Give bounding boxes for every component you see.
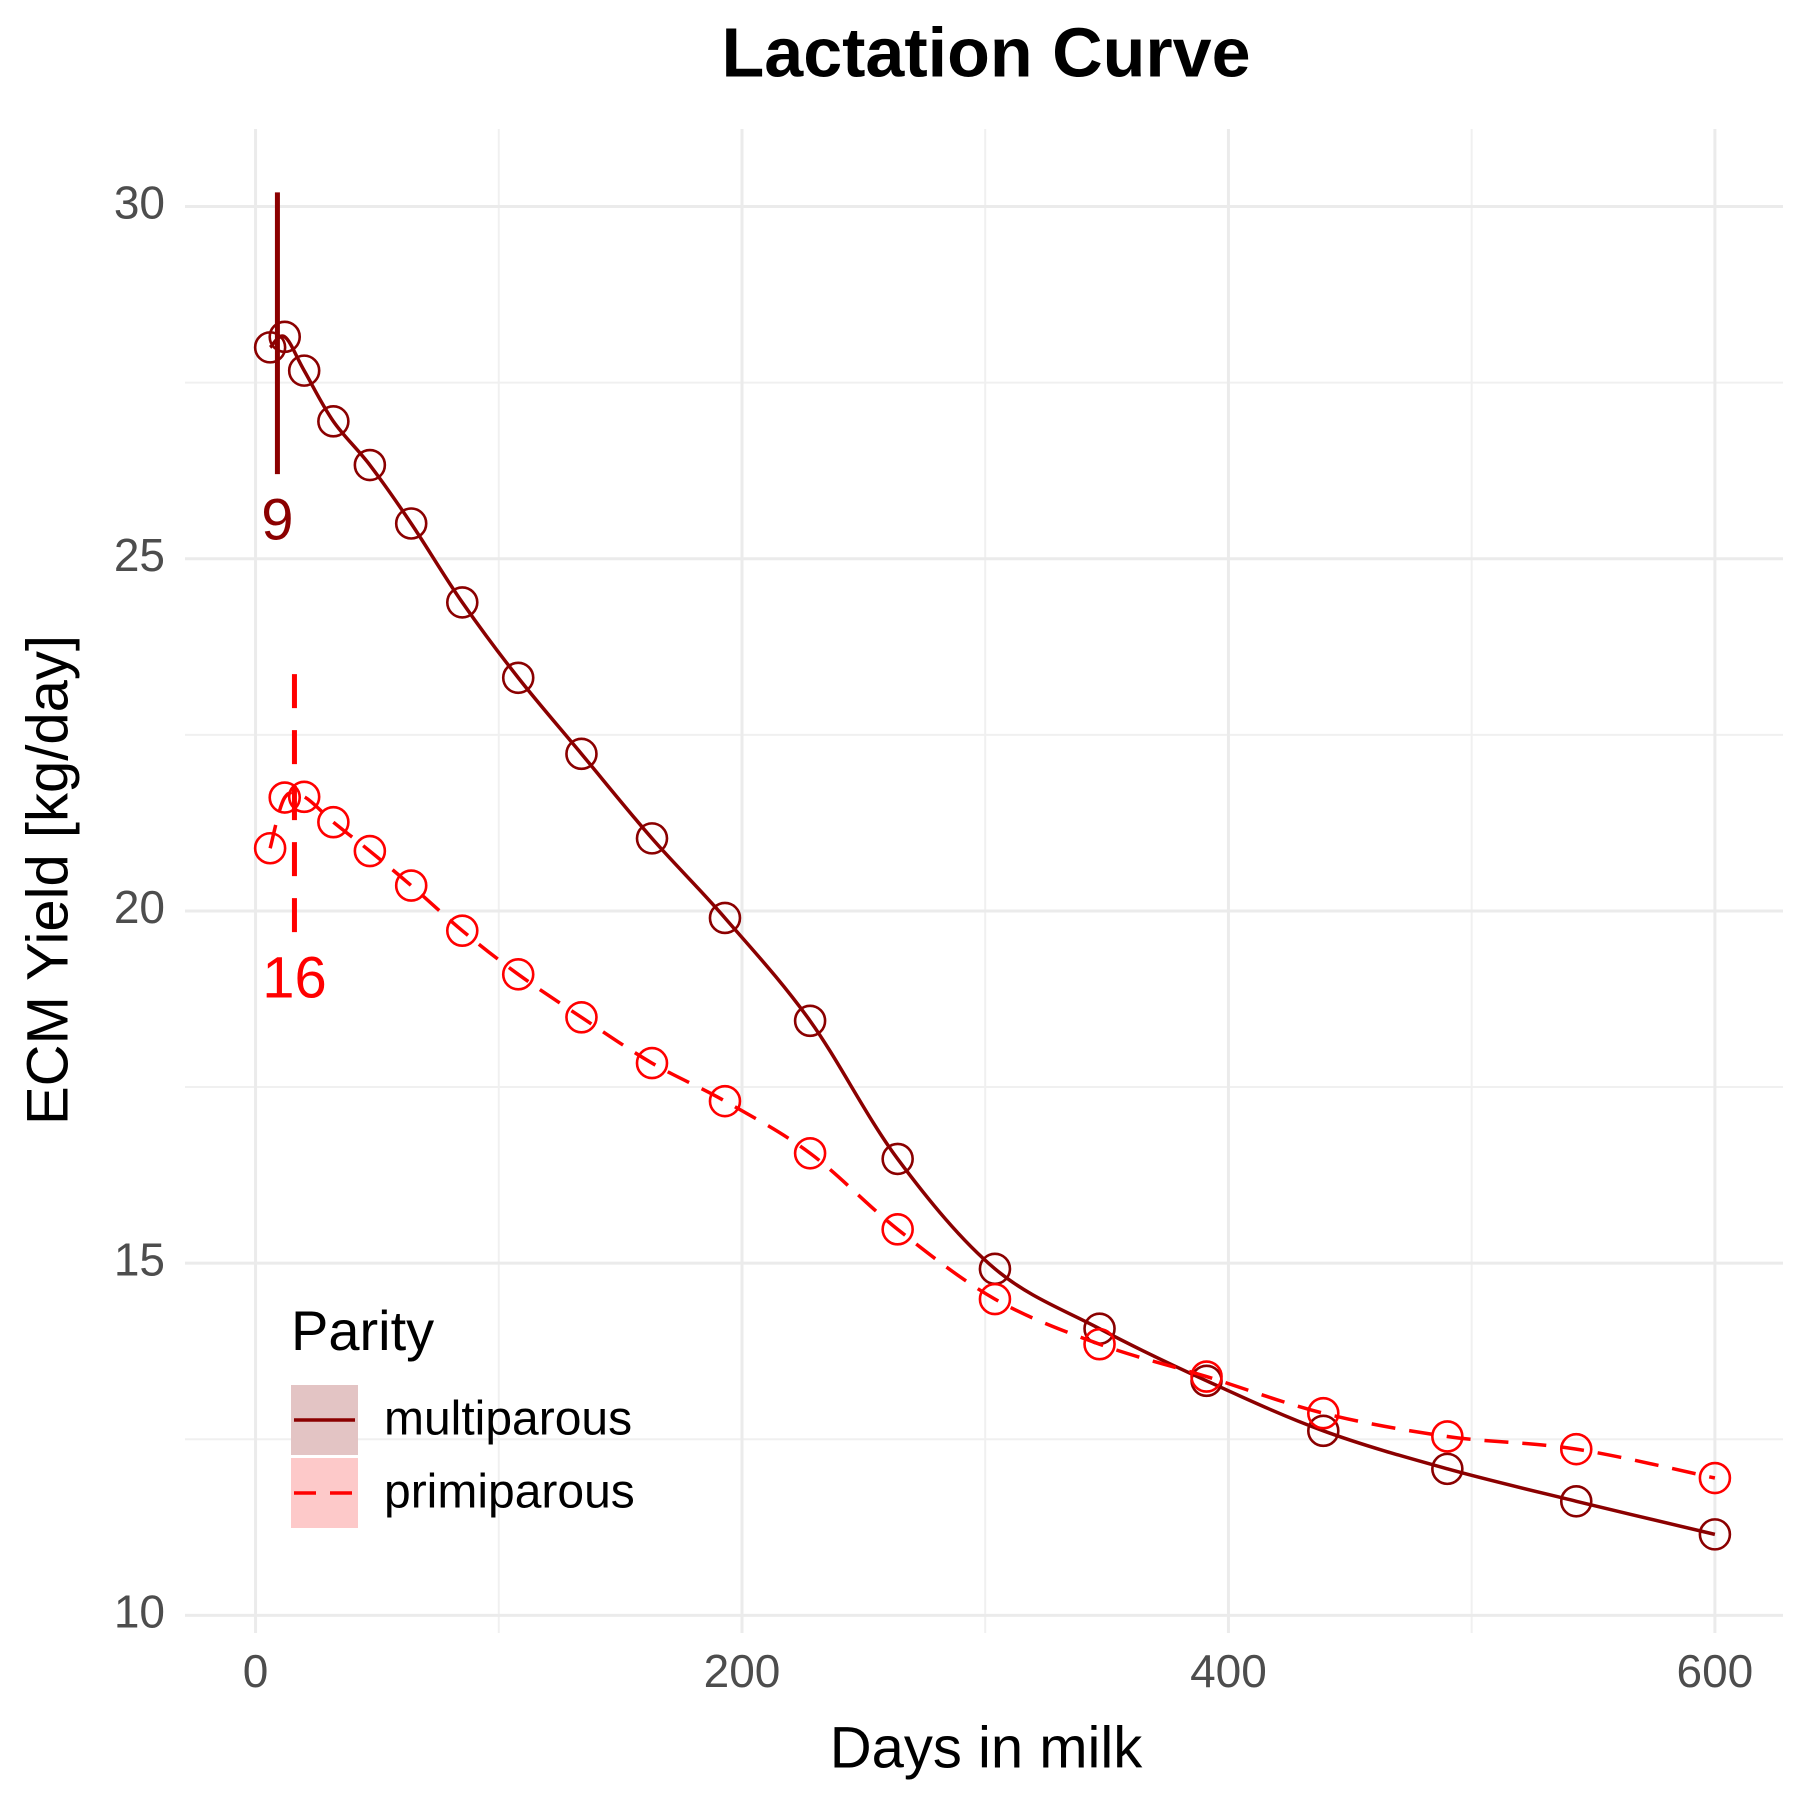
legend-label: multiparous	[384, 1393, 632, 1446]
x-tick-label: 0	[243, 1645, 269, 1697]
legend-label: primiparous	[384, 1466, 635, 1519]
peak-label: 9	[261, 488, 293, 553]
data-point	[1431, 1420, 1464, 1453]
x-axis-title: Days in milk	[830, 1715, 1144, 1780]
data-point	[394, 869, 428, 902]
data-point	[793, 1136, 827, 1170]
data-point	[793, 1004, 827, 1038]
data-point	[881, 1142, 914, 1176]
data-point	[501, 661, 535, 695]
data-point	[268, 320, 302, 354]
data-point	[1559, 1484, 1593, 1518]
y-tick-label: 10	[114, 1586, 165, 1638]
data-point	[1559, 1432, 1593, 1466]
data-point	[394, 507, 428, 540]
data-point	[881, 1213, 914, 1246]
y-axis-title: ECM Yield [kg/day]	[15, 635, 80, 1125]
data-point	[708, 901, 742, 935]
y-tick-label: 15	[114, 1233, 165, 1285]
y-tick-label: 20	[114, 881, 165, 933]
data-point	[353, 834, 387, 868]
data-point	[268, 781, 302, 814]
data-point	[635, 1046, 669, 1080]
x-tick-label: 200	[704, 1645, 781, 1697]
data-point	[287, 780, 321, 814]
data-point	[1698, 1461, 1732, 1495]
data-point	[1431, 1452, 1464, 1486]
data-point	[1307, 1414, 1340, 1448]
data-point	[1698, 1518, 1732, 1551]
peak-label: 16	[262, 945, 327, 1010]
data-point	[1190, 1360, 1223, 1393]
x-tick-label: 600	[1677, 1645, 1754, 1697]
data-point	[978, 1282, 1012, 1316]
data-point	[1083, 1327, 1116, 1361]
data-point	[565, 737, 598, 771]
series-line	[268, 334, 1716, 1537]
data-point	[287, 354, 321, 387]
data-point	[501, 958, 535, 991]
chart-title: Lactation Curve	[722, 13, 1251, 91]
series-line	[268, 790, 1716, 1480]
y-tick-label: 30	[114, 177, 165, 229]
x-tick-label: 400	[1190, 1645, 1267, 1697]
data-point	[565, 1001, 598, 1034]
data-point	[445, 914, 479, 947]
data-point	[1307, 1396, 1340, 1430]
legend-title: Parity	[291, 1299, 434, 1362]
data-point	[317, 405, 350, 438]
data-point	[708, 1084, 742, 1118]
data-point	[253, 831, 287, 865]
y-tick-label: 25	[114, 529, 165, 581]
data-point	[635, 822, 669, 855]
data-point	[445, 586, 479, 619]
data-point	[353, 448, 387, 482]
data-point	[317, 805, 350, 839]
